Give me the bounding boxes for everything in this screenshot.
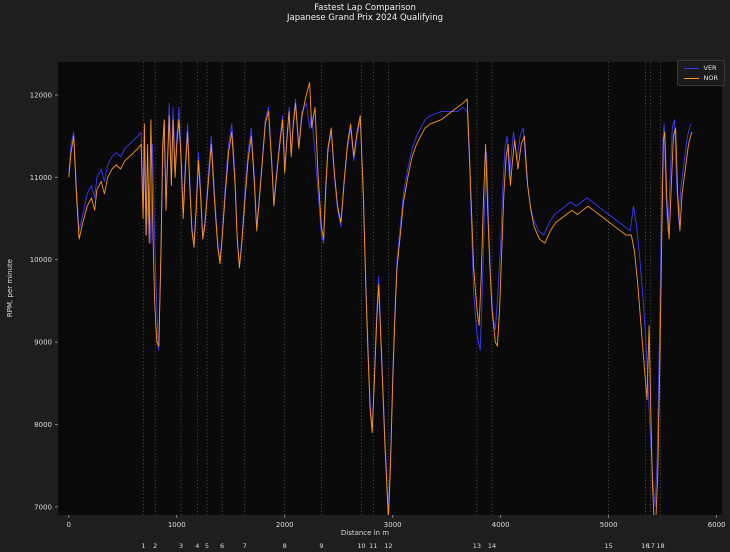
corner-label: 3 (179, 542, 183, 550)
x-tick-label: 5000 (600, 521, 618, 529)
corner-label: 12 (384, 542, 392, 550)
corner-label: 14 (488, 542, 496, 550)
corner-label: 7 (243, 542, 247, 550)
y-tick-label: 9000 (34, 339, 52, 347)
chart-title: Fastest Lap Comparison (314, 3, 416, 13)
legend-item-ver: VER (683, 64, 719, 72)
y-axis-label: RPM, per minute (6, 258, 14, 318)
y-tick-label: 8000 (34, 421, 52, 429)
corner-label: 17 (647, 542, 655, 550)
corner-label: 8 (283, 542, 287, 550)
legend: VER NOR (676, 60, 725, 86)
plot-area (58, 62, 722, 515)
x-tick-label: 0 (67, 521, 71, 529)
x-tick-label: 4000 (492, 521, 510, 529)
y-tick-label: 11000 (30, 174, 52, 182)
chart-subtitle: Japanese Grand Prix 2024 Qualifying (287, 13, 443, 23)
legend-line-swatch (683, 77, 699, 79)
series-line-nor (68, 82, 693, 515)
corner-label: 10 (357, 542, 365, 550)
corner-label: 1 (141, 542, 145, 550)
corner-label: 18 (656, 542, 664, 550)
corner-label: 4 (195, 542, 199, 550)
x-tick-label: 2000 (276, 521, 294, 529)
legend-line-swatch (683, 67, 699, 69)
legend-label: NOR (703, 74, 719, 82)
x-tick-label: 6000 (708, 521, 726, 529)
legend-item-nor: NOR (683, 74, 719, 82)
corner-label: 2 (153, 542, 157, 550)
corner-label: 11 (369, 542, 377, 550)
corner-label: 15 (604, 542, 612, 550)
corner-label: 13 (473, 542, 481, 550)
legend-label: VER (703, 64, 717, 72)
corner-label: 16 (641, 542, 649, 550)
x-tick-label: 1000 (168, 521, 186, 529)
y-tick-label: 7000 (34, 503, 52, 511)
corner-label: 9 (319, 542, 323, 550)
y-tick-label: 10000 (30, 256, 52, 264)
y-tick-label: 12000 (30, 91, 52, 99)
x-tick-label: 3000 (384, 521, 402, 529)
corner-label: 6 (220, 542, 224, 550)
x-axis-label: Distance in m (340, 529, 390, 537)
corner-label: 5 (205, 542, 209, 550)
